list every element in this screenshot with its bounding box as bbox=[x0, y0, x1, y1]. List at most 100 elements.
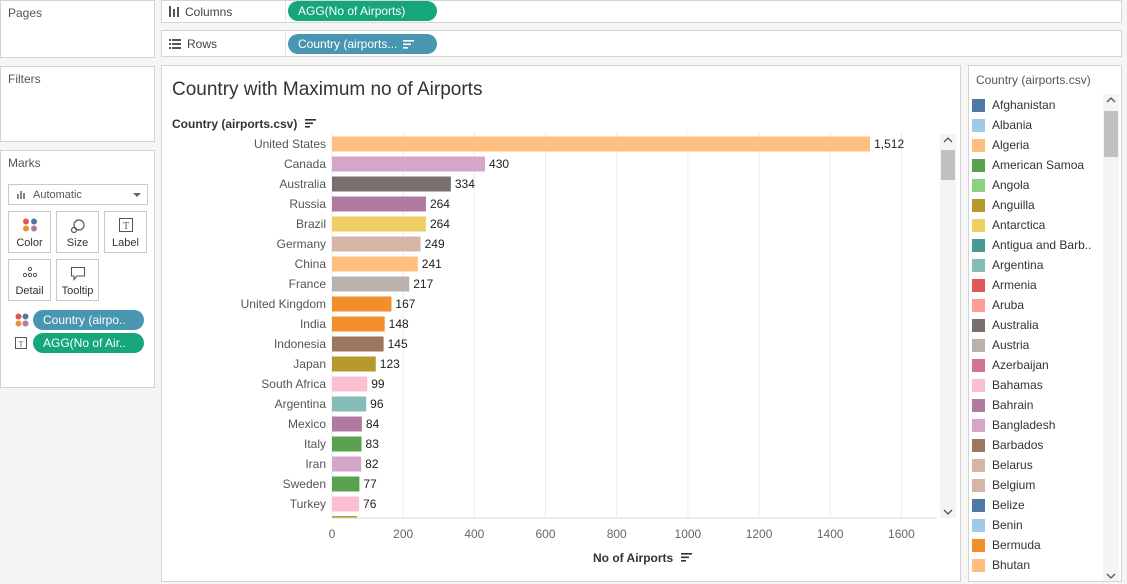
legend-item[interactable]: Azerbaijan bbox=[972, 355, 1049, 375]
rows-pill[interactable]: Country (airports... bbox=[288, 34, 437, 54]
bar[interactable] bbox=[332, 136, 871, 152]
bar[interactable] bbox=[332, 196, 426, 212]
legend-item[interactable]: Antigua and Barb.. bbox=[972, 235, 1091, 255]
legend-item[interactable]: Bermuda bbox=[972, 535, 1041, 555]
legend-item[interactable]: Algeria bbox=[972, 135, 1029, 155]
pages-title: Pages bbox=[8, 6, 43, 20]
value-label: 145 bbox=[388, 337, 408, 351]
bar[interactable] bbox=[332, 276, 410, 292]
legend-item[interactable]: Belarus bbox=[972, 455, 1033, 475]
category-label[interactable]: United States bbox=[254, 137, 326, 151]
category-label[interactable]: Japan bbox=[293, 357, 326, 371]
legend-item[interactable]: Bhutan bbox=[972, 555, 1030, 575]
category-label[interactable]: France bbox=[289, 277, 327, 291]
category-label[interactable]: South Africa bbox=[261, 377, 326, 391]
color-field-pill[interactable]: Country (airpo.. bbox=[33, 310, 144, 330]
legend-item[interactable]: Aruba bbox=[972, 295, 1024, 315]
legend-item[interactable]: Argentina bbox=[972, 255, 1043, 275]
bar[interactable] bbox=[332, 216, 426, 232]
legend-item[interactable]: Angola bbox=[972, 175, 1029, 195]
legend-item[interactable]: Belize bbox=[972, 495, 1025, 515]
bar[interactable] bbox=[332, 336, 384, 352]
bar[interactable] bbox=[332, 176, 451, 192]
bar[interactable] bbox=[332, 296, 392, 312]
bar[interactable] bbox=[332, 496, 360, 512]
filters-title: Filters bbox=[8, 72, 41, 86]
columns-shelf[interactable]: Columns AGG(No of Airports) bbox=[161, 0, 1122, 23]
legend-item[interactable]: Bahrain bbox=[972, 395, 1033, 415]
legend-item[interactable]: Armenia bbox=[972, 275, 1037, 295]
scrollbar-thumb[interactable] bbox=[941, 150, 955, 180]
legend-swatch bbox=[972, 278, 985, 292]
tooltip-button[interactable]: Tooltip bbox=[56, 259, 99, 301]
sort-descending-icon[interactable] bbox=[304, 119, 316, 128]
category-label[interactable]: United Kingdom bbox=[241, 297, 326, 311]
legend-item[interactable]: Albania bbox=[972, 115, 1032, 135]
category-label[interactable]: Indonesia bbox=[274, 337, 326, 351]
columns-pill[interactable]: AGG(No of Airports) bbox=[288, 1, 437, 21]
legend-item[interactable]: Australia bbox=[972, 315, 1039, 335]
bar[interactable] bbox=[332, 416, 362, 432]
bar[interactable] bbox=[332, 316, 385, 332]
bar[interactable] bbox=[332, 516, 357, 518]
pages-card[interactable]: Pages bbox=[0, 0, 155, 58]
bar[interactable] bbox=[332, 376, 368, 392]
category-label[interactable]: Australia bbox=[279, 177, 326, 191]
chevron-up-icon[interactable] bbox=[1103, 94, 1119, 106]
chevron-down-icon[interactable] bbox=[940, 506, 956, 518]
legend-item[interactable]: Austria bbox=[972, 335, 1029, 355]
category-label[interactable]: Turkey bbox=[290, 497, 326, 511]
x-axis-title[interactable]: No of Airports bbox=[593, 551, 692, 565]
category-label[interactable]: Mexico bbox=[288, 417, 326, 431]
bar[interactable] bbox=[332, 256, 418, 272]
category-label[interactable]: India bbox=[300, 317, 326, 331]
rows-shelf[interactable]: Rows Country (airports... bbox=[161, 30, 1122, 57]
chevron-up-icon[interactable] bbox=[940, 134, 956, 146]
legend-swatch bbox=[972, 438, 985, 452]
category-label[interactable]: Brazil bbox=[296, 217, 326, 231]
scrollbar-thumb[interactable] bbox=[1104, 111, 1118, 157]
bar[interactable] bbox=[332, 156, 486, 172]
legend-item[interactable]: Barbados bbox=[972, 435, 1043, 455]
label-field-pill[interactable]: AGG(No of Air.. bbox=[33, 333, 144, 353]
category-label[interactable]: Iran bbox=[305, 457, 326, 471]
label-button[interactable]: T Label bbox=[104, 211, 147, 253]
color-button[interactable]: Color bbox=[8, 211, 51, 253]
bar[interactable] bbox=[332, 456, 362, 472]
bar-chart[interactable]: 0 200 400 600 800 1000 1200 1400 1600 United Stat… bbox=[162, 66, 961, 582]
legend-item[interactable]: Antarctica bbox=[972, 215, 1045, 235]
legend-item[interactable]: Belgium bbox=[972, 475, 1035, 495]
bar[interactable] bbox=[332, 396, 367, 412]
chevron-down-icon[interactable] bbox=[133, 193, 141, 197]
size-button[interactable]: Size bbox=[56, 211, 99, 253]
category-label[interactable]: China bbox=[295, 257, 327, 271]
bar[interactable] bbox=[332, 476, 360, 492]
legend-scrollbar[interactable] bbox=[1103, 94, 1119, 582]
detail-button[interactable]: Detail bbox=[8, 259, 51, 301]
filters-card[interactable]: Filters bbox=[0, 66, 155, 142]
legend-item[interactable]: Benin bbox=[972, 515, 1023, 535]
legend-item[interactable]: Bangladesh bbox=[972, 415, 1055, 435]
category-label[interactable]: Germany bbox=[277, 237, 326, 251]
category-label[interactable]: Sweden bbox=[283, 477, 326, 491]
chevron-down-icon[interactable] bbox=[1103, 570, 1119, 582]
category-label[interactable]: Canada bbox=[284, 157, 326, 171]
legend-item[interactable]: Bahamas bbox=[972, 375, 1043, 395]
legend-item[interactable]: Afghanistan bbox=[972, 95, 1055, 115]
sort-descending-icon[interactable] bbox=[680, 553, 692, 562]
legend-swatch bbox=[972, 558, 985, 572]
bar[interactable] bbox=[332, 436, 362, 452]
category-label[interactable]: Italy bbox=[304, 437, 326, 451]
category-label[interactable]: Argentina bbox=[275, 397, 327, 411]
svg-text:T: T bbox=[19, 340, 24, 349]
sort-descending-icon[interactable] bbox=[403, 39, 415, 49]
mark-type-dropdown[interactable]: Automatic bbox=[8, 184, 148, 205]
bar[interactable] bbox=[332, 356, 376, 372]
legend-swatch bbox=[972, 398, 985, 412]
legend-item[interactable]: Anguilla bbox=[972, 195, 1035, 215]
row-field-header[interactable]: Country (airports.csv) bbox=[172, 117, 316, 131]
legend-item[interactable]: American Samoa bbox=[972, 155, 1084, 175]
category-label[interactable]: Russia bbox=[289, 197, 326, 211]
chart-scrollbar[interactable] bbox=[940, 134, 956, 518]
bar[interactable] bbox=[332, 236, 421, 252]
